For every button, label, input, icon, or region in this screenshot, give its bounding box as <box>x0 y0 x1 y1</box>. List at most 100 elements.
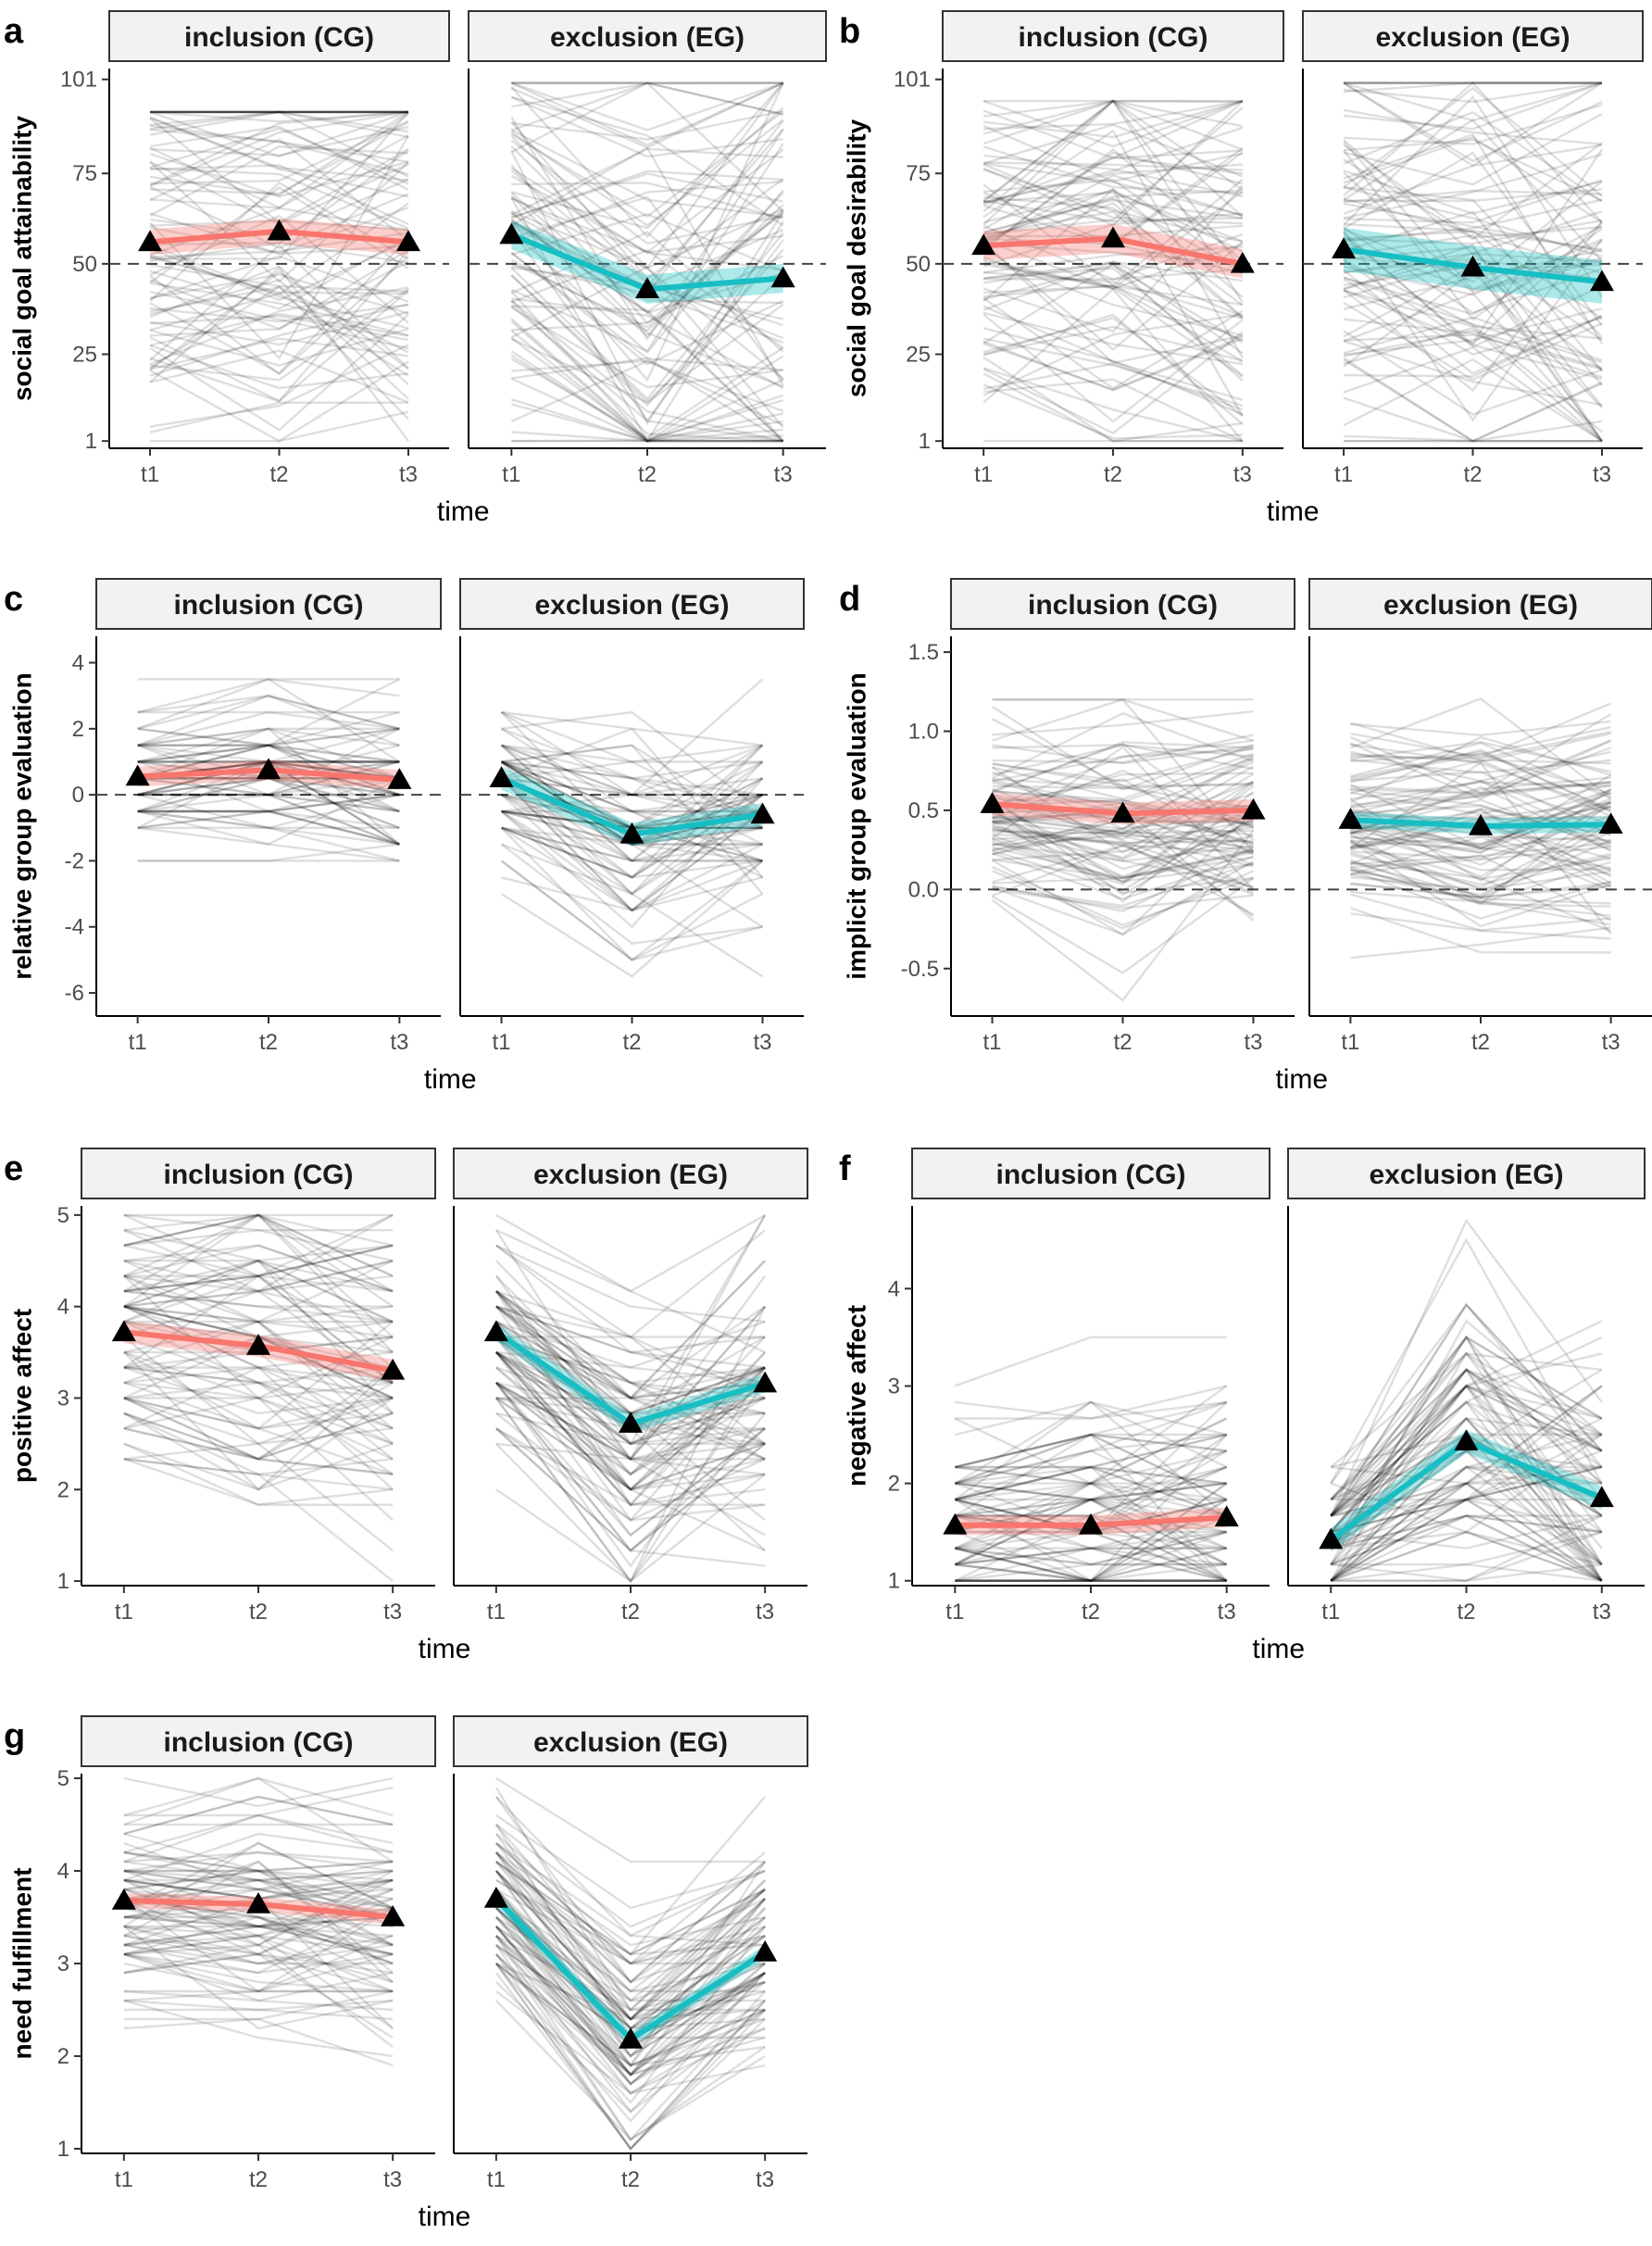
participant-line <box>955 1465 1227 1485</box>
participant-line <box>982 313 1244 396</box>
facet-strip-label: exclusion (EG) <box>533 1160 728 1190</box>
participant-line <box>123 1260 394 1293</box>
participant-line <box>495 1366 766 1476</box>
participant-line <box>123 1999 394 2058</box>
participant-line <box>1343 249 1603 310</box>
y-tick-label: 25 <box>906 342 931 367</box>
participant-line <box>982 100 1244 227</box>
participant-line <box>955 1482 1227 1501</box>
participant-line <box>955 1547 1227 1582</box>
participant-line <box>510 147 783 216</box>
participant-line <box>955 1563 1227 1582</box>
participant-line <box>495 1290 766 1461</box>
participant-line <box>500 711 763 846</box>
y-axis-title: negative affect <box>842 1305 870 1487</box>
participant-line <box>1330 1433 1603 1582</box>
participant-line <box>137 744 400 780</box>
participant-line <box>992 754 1255 831</box>
y-tick-label: 101 <box>60 68 97 93</box>
participant-line <box>1330 1465 1603 1582</box>
participant-line <box>149 263 409 293</box>
participant-line <box>992 803 1254 835</box>
participant-line <box>983 245 1243 274</box>
participant-line <box>494 1382 767 1568</box>
participant-line <box>982 199 1243 223</box>
participant-line <box>992 777 1254 809</box>
participant-line <box>495 1260 767 1399</box>
participant-line <box>123 1458 394 1476</box>
x-tick-label: t1 <box>115 2167 133 2192</box>
participant-line <box>501 760 764 879</box>
participant-line <box>992 798 1254 826</box>
participant-line <box>1330 1482 1603 1566</box>
participant-line <box>955 1400 1227 1437</box>
participant-line <box>123 1832 394 1873</box>
individual-trajectories <box>954 1336 1228 1583</box>
participant-line <box>1330 1352 1603 1550</box>
y-tick-label: 1 <box>57 2137 69 2162</box>
participant-line <box>992 742 1255 841</box>
participant-line <box>982 331 1244 435</box>
participant-line <box>495 1305 766 1445</box>
participant-line <box>1343 259 1603 381</box>
participant-line <box>500 777 764 879</box>
participant-line <box>1350 819 1612 889</box>
participant-line <box>1343 198 1603 243</box>
participant-line <box>123 1213 394 1277</box>
facet-strip-label: inclusion (CG) <box>1028 590 1218 621</box>
participant-line <box>1343 219 1603 245</box>
participant-line <box>123 1366 394 1430</box>
participant-line <box>149 110 409 123</box>
participant-line <box>123 1260 394 1293</box>
participant-line <box>149 160 409 283</box>
participant-line <box>510 196 784 270</box>
participant-line <box>1330 1385 1603 1501</box>
participant-line <box>955 1417 1228 1485</box>
participant-line <box>149 181 409 302</box>
participant-line <box>1350 926 1611 960</box>
participant-line <box>495 1851 766 1947</box>
participant-line <box>123 1934 394 1956</box>
participant-line <box>1343 132 1603 345</box>
y-tick-label: 3 <box>888 1374 900 1399</box>
panel-f: f negative affect inclusion (CG) 1 2 3 4 t1 t2 t3… <box>839 1148 1646 1664</box>
participant-line <box>991 810 1254 878</box>
participant-line <box>1331 1514 1603 1582</box>
participant-line <box>510 82 784 383</box>
participant-line <box>494 1944 766 2141</box>
participant-line <box>955 1562 1227 1582</box>
facet-strip <box>453 1715 808 1767</box>
participant-line <box>123 1458 394 1506</box>
participant-line <box>982 263 1244 306</box>
mean-point <box>1214 1505 1239 1527</box>
participant-line <box>955 1385 1227 1420</box>
participant-line <box>494 1851 766 2058</box>
participant-line <box>500 860 763 961</box>
participant-line <box>992 825 1254 861</box>
participant-line <box>149 110 409 187</box>
participant-line <box>501 744 764 829</box>
participant-line <box>500 777 764 912</box>
participant-line <box>149 310 409 346</box>
facet-exclusion: exclusion (EG) t1 t2 t3 <box>453 1715 808 2192</box>
participant-line <box>1330 1320 1603 1517</box>
participant-line <box>983 268 1243 281</box>
participant-line <box>982 151 1244 249</box>
participant-line <box>1350 781 1611 796</box>
participant-line <box>137 727 401 846</box>
participant-line <box>955 1482 1228 1582</box>
participant-line <box>992 784 1255 886</box>
participant-line <box>494 1397 767 1584</box>
participant-line <box>510 251 783 371</box>
participant-line <box>1350 860 1612 933</box>
participant-line <box>955 1547 1227 1582</box>
participant-line <box>123 1915 394 1965</box>
participant-line <box>982 148 1244 263</box>
participant-line <box>510 95 783 158</box>
facet-inclusion: inclusion (CG) -6 -4 -2 0 2 4 t1 t2 t3 <box>65 578 442 1055</box>
participant-line <box>1330 1319 1603 1565</box>
participant-line <box>1343 358 1603 443</box>
x-tick-label: t3 <box>756 2167 774 2192</box>
participant-line <box>982 202 1244 319</box>
participant-line <box>955 1482 1227 1534</box>
